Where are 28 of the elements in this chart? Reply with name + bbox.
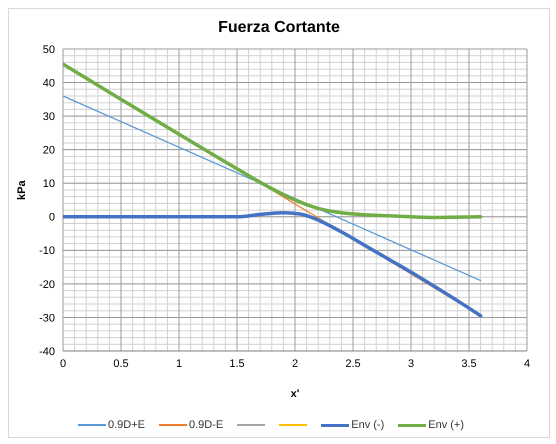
x-tick-label: 0 [60, 358, 66, 370]
x-tick-label: 2.5 [345, 358, 361, 370]
y-tick-label: 30 [42, 111, 55, 124]
y-tick-label: 20 [42, 144, 55, 157]
x-tick-label: 4 [524, 358, 530, 370]
y-tick-label: 40 [42, 77, 55, 90]
x-tick-label: 1 [176, 358, 182, 370]
x-tick-label: 3 [408, 358, 414, 370]
legend-label: Env (-) [351, 419, 384, 431]
x-tick-label: 0.5 [113, 358, 129, 370]
legend-label: 0.9D+E [108, 419, 145, 431]
line-series [63, 62, 482, 220]
y-tick-label: 10 [42, 178, 55, 190]
legend-label: 0.9D-E [188, 419, 224, 431]
chart-title: Fuerza Cortante [217, 18, 341, 38]
y-axis-title: kPa [16, 180, 28, 200]
x-axis-title: x' [290, 388, 300, 400]
line-series [63, 211, 482, 318]
y-tick-label: -30 [39, 312, 55, 324]
y-tick-label: -40 [39, 346, 55, 358]
x-tick-label: 2 [292, 358, 298, 370]
y-tick-label: -20 [39, 278, 55, 291]
y-tick-label: -10 [39, 245, 55, 258]
x-tick-label: 1.5 [229, 358, 245, 370]
y-tick-label: 0 [48, 212, 55, 224]
y-tick-label: 50 [42, 44, 55, 56]
legend-label: Env (+) [428, 419, 464, 431]
x-tick-label: 3.5 [461, 358, 477, 370]
